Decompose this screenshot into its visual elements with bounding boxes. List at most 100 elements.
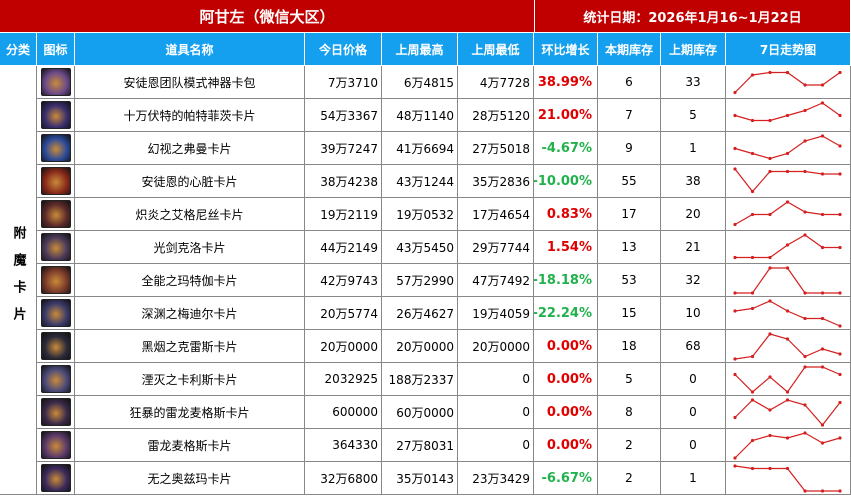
growth: -22.24% — [534, 297, 598, 330]
icon-cell — [37, 198, 75, 231]
trend-point — [838, 351, 842, 356]
item-icon — [40, 332, 71, 360]
trend-point — [803, 354, 807, 358]
trend-point — [750, 72, 755, 77]
icon-cell — [37, 66, 75, 99]
trend-cell — [726, 132, 851, 165]
last-week-high: 60万0000 — [382, 396, 458, 429]
item-icon — [40, 200, 71, 228]
icon-cell — [37, 165, 75, 198]
item-icon — [40, 101, 71, 129]
trend-point — [820, 133, 825, 138]
item-name: 全能之玛特伽卡片 — [75, 264, 305, 297]
growth: 21.00% — [534, 99, 598, 132]
today-price: 44万2149 — [305, 231, 382, 264]
trend-line — [735, 266, 840, 294]
trend-point — [820, 290, 825, 295]
trend-line — [734, 398, 841, 426]
last-week-high: 26万4627 — [382, 297, 458, 330]
trend-point — [803, 402, 807, 407]
last-week-high: 27万8031 — [382, 429, 458, 462]
item-icon — [40, 431, 71, 459]
trend-point — [838, 245, 842, 249]
trend-point — [750, 290, 755, 295]
trend-cell — [726, 363, 851, 396]
today-price: 600000 — [305, 396, 382, 429]
trend-point — [803, 108, 807, 112]
today-price: 32万6800 — [305, 462, 382, 495]
stock: 6 — [598, 66, 661, 99]
stock: 8 — [598, 396, 661, 429]
stock: 15 — [598, 297, 661, 330]
trend-point — [838, 400, 842, 404]
icon-cell — [37, 396, 75, 429]
trend-point — [820, 316, 825, 320]
sparkline — [733, 331, 842, 361]
last-week-low: 4万7728 — [458, 66, 534, 99]
trend-point — [820, 82, 825, 87]
trend-cell — [726, 66, 851, 99]
trend-line — [734, 71, 841, 93]
today-price: 7万3710 — [305, 66, 382, 99]
item-name: 幻视之弗曼卡片 — [75, 132, 305, 165]
last-week-low: 29万7744 — [458, 231, 534, 264]
last-week-low: 19万4059 — [458, 297, 534, 330]
last-week-high: 19万0532 — [382, 198, 458, 231]
date: 统计日期：2026年1月16~1月22日 — [535, 0, 851, 33]
prev-stock: 38 — [661, 165, 726, 198]
trend-point — [785, 70, 790, 74]
today-price: 19万2119 — [305, 198, 382, 231]
category: 附魔卡片 — [0, 66, 37, 495]
trend-point — [838, 323, 842, 328]
growth: 38.99% — [534, 66, 598, 99]
trend-point — [733, 463, 737, 468]
sparkline — [733, 166, 842, 193]
sparkline — [733, 463, 842, 493]
today-price: 20万0000 — [305, 330, 382, 363]
today-price: 2032925 — [305, 363, 382, 396]
today-price: 364330 — [305, 429, 382, 462]
prev-stock: 5 — [661, 99, 726, 132]
last-week-high: 48万1140 — [382, 99, 458, 132]
sparkline — [733, 397, 842, 427]
stock: 53 — [598, 264, 661, 297]
last-week-high: 43万1244 — [382, 165, 458, 198]
trend-point — [750, 118, 755, 122]
column-header: 分类 — [0, 33, 37, 66]
growth: 0.00% — [534, 429, 598, 462]
trend-point — [750, 354, 755, 358]
trend-point — [838, 212, 842, 216]
icon-cell — [37, 330, 75, 363]
last-week-high: 57万2990 — [382, 264, 458, 297]
growth: 0.00% — [534, 363, 598, 396]
item-icon — [40, 134, 71, 162]
sparkline — [733, 100, 842, 122]
trend-point — [785, 169, 790, 173]
sparkline — [733, 430, 842, 460]
last-week-high: 35万0143 — [382, 462, 458, 495]
today-price: 54万3367 — [305, 99, 382, 132]
last-week-high: 6万4815 — [382, 66, 458, 99]
last-week-high: 43万5450 — [382, 231, 458, 264]
trend-point — [838, 143, 842, 148]
trend-point — [838, 372, 842, 376]
icon-cell — [37, 264, 75, 297]
icon-cell — [37, 99, 75, 132]
trend-cell — [726, 99, 851, 132]
trend-line — [734, 299, 841, 327]
trend-point — [785, 308, 790, 313]
trend-point — [733, 308, 737, 313]
trend-point — [820, 364, 825, 369]
trend-point — [785, 466, 790, 470]
trend-point — [803, 82, 807, 87]
icon-cell — [37, 429, 75, 462]
stock: 9 — [598, 132, 661, 165]
item-icon — [40, 464, 71, 492]
trend-point — [733, 222, 737, 226]
sparkline — [733, 70, 842, 94]
trend-point — [733, 146, 737, 150]
trend-point — [803, 232, 807, 237]
sparkline — [733, 265, 842, 295]
last-week-low: 0 — [458, 429, 534, 462]
